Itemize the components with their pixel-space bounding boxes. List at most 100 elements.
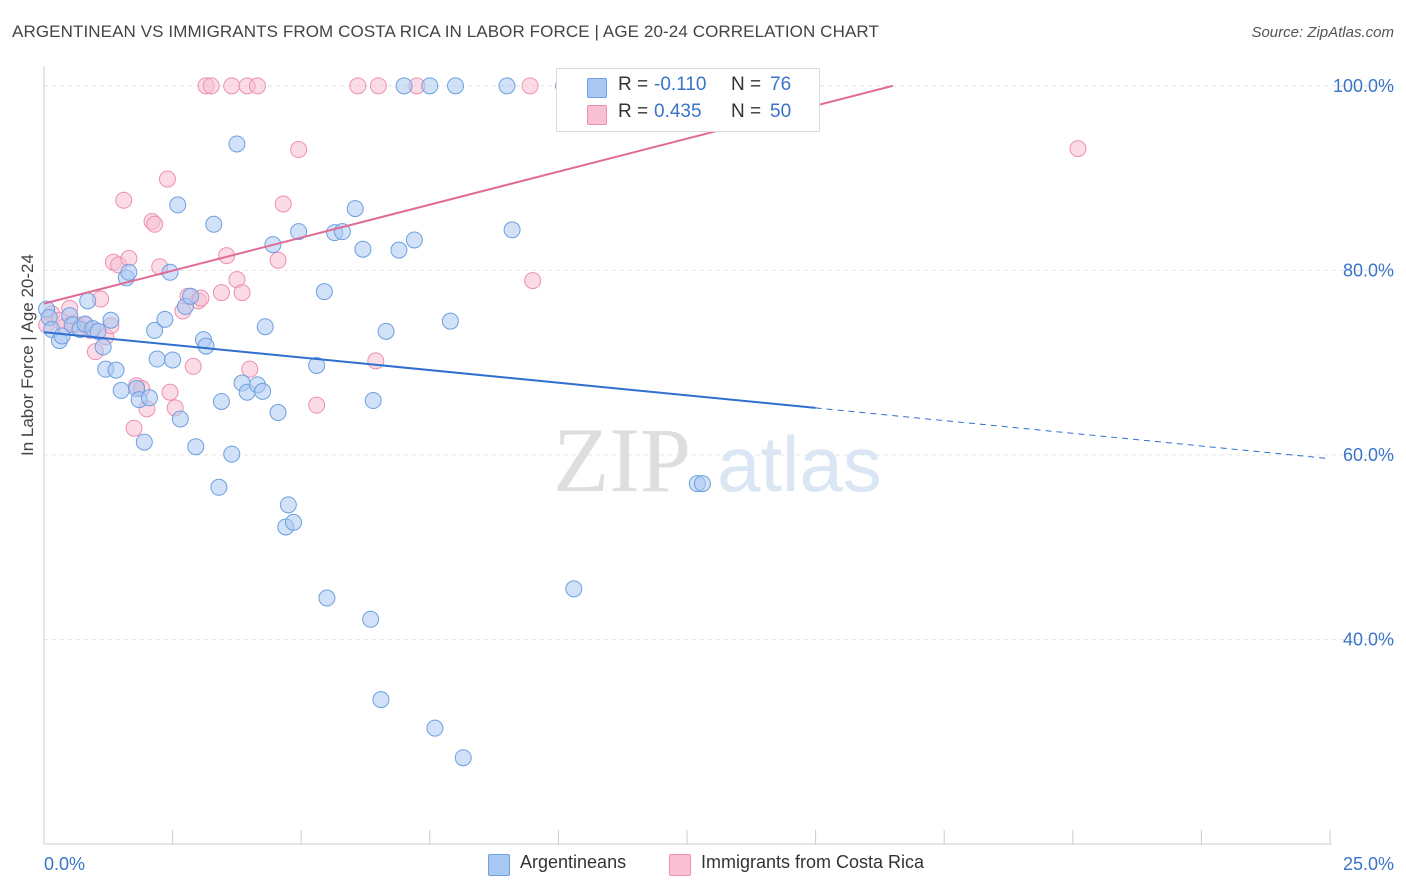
data-point <box>148 350 166 368</box>
data-point <box>318 589 336 607</box>
data-point <box>426 719 444 737</box>
y-tick-label: 100.0% <box>1333 76 1394 96</box>
stats-r-label: R = <box>618 74 649 95</box>
data-point <box>212 392 230 410</box>
data-point <box>187 438 205 456</box>
data-point <box>197 337 215 355</box>
data-point <box>315 283 333 301</box>
y-tick-label: 80.0% <box>1343 260 1394 280</box>
stats-n-value: 76 <box>770 74 792 95</box>
x-tick-label: 0.0% <box>44 854 85 874</box>
stats-r-label: R = <box>618 101 649 122</box>
data-point <box>290 223 308 241</box>
data-point <box>369 77 387 95</box>
watermark-atlas: atlas <box>717 420 882 508</box>
data-point <box>146 215 164 233</box>
data-point <box>169 196 187 214</box>
data-point <box>364 392 382 410</box>
data-point <box>53 327 71 345</box>
stats-n-value: 50 <box>770 101 792 122</box>
data-point <box>1069 140 1087 158</box>
data-point <box>241 360 259 378</box>
data-point <box>233 284 251 302</box>
data-point <box>390 241 408 259</box>
data-point <box>102 311 120 329</box>
data-point <box>349 77 367 95</box>
data-point <box>290 141 308 159</box>
data-point <box>120 263 138 281</box>
stats-r-value: 0.435 <box>654 101 702 122</box>
data-point <box>228 135 246 153</box>
data-point <box>524 272 542 290</box>
data-point <box>156 310 174 328</box>
x-tick-label: 25.0% <box>1343 854 1394 874</box>
data-point <box>94 338 112 356</box>
data-point <box>367 352 385 370</box>
data-point <box>89 322 107 340</box>
data-point <box>441 312 459 330</box>
data-point <box>354 240 372 258</box>
trend-line-argentineans-extension <box>815 407 1331 460</box>
watermark: ZIP atlas <box>553 409 882 511</box>
tick-labels: 40.0% 60.0% 80.0% 100.0% 0.0% 25.0% <box>44 76 1394 874</box>
data-point <box>279 496 297 514</box>
data-point <box>164 351 182 369</box>
data-point <box>107 361 125 379</box>
stats-n-label: N = <box>731 74 762 95</box>
data-point <box>421 77 439 95</box>
data-point <box>223 77 241 95</box>
data-point <box>140 389 158 407</box>
correlation-stats-box: R = -0.110 N = 76 R = 0.435 N = 50 <box>556 68 820 132</box>
data-point <box>521 77 539 95</box>
data-point <box>447 77 465 95</box>
data-point <box>405 231 423 249</box>
y-tick-label: 60.0% <box>1343 445 1394 465</box>
legend-label-argentineans: Argentineans <box>520 852 627 872</box>
y-tick-label: 40.0% <box>1343 630 1394 650</box>
data-point <box>115 191 133 209</box>
data-point <box>212 284 230 302</box>
data-point <box>205 215 223 233</box>
data-point <box>269 404 287 422</box>
data-point <box>210 478 228 496</box>
data-point <box>182 287 200 305</box>
data-point <box>202 77 220 95</box>
legend-label-costa-rica: Immigrants from Costa Rica <box>701 852 925 872</box>
stats-r-value: -0.110 <box>654 74 707 95</box>
data-point <box>158 170 176 188</box>
data-point <box>284 513 302 531</box>
data-point <box>498 77 516 95</box>
data-point <box>223 445 241 463</box>
data-point <box>308 356 326 374</box>
trend-line-argentineans <box>43 331 816 409</box>
data-point <box>395 77 413 95</box>
data-point <box>693 475 711 493</box>
data-point <box>454 749 472 767</box>
source-credit: Source: ZipAtlas.com <box>1251 24 1394 41</box>
data-point <box>146 321 164 339</box>
legend-swatch-argentineans <box>488 854 510 876</box>
data-point <box>362 610 380 628</box>
data-point <box>274 195 292 213</box>
data-point <box>112 381 130 399</box>
data-point <box>346 200 364 218</box>
data-point <box>503 221 521 239</box>
data-point <box>254 382 272 400</box>
chart-title: ARGENTINEAN VS IMMIGRANTS FROM COSTA RIC… <box>12 22 879 41</box>
stats-swatch-argentineans <box>587 78 607 98</box>
data-point <box>372 691 390 709</box>
legend-swatch-costa-rica <box>669 854 691 876</box>
stats-swatch-costa-rica <box>587 105 607 125</box>
data-point <box>377 322 395 340</box>
y-axis-label: In Labor Force | Age 20-24 <box>18 254 37 456</box>
stats-n-label: N = <box>731 101 762 122</box>
data-point <box>308 396 326 414</box>
data-point <box>269 251 287 269</box>
watermark-zip: ZIP <box>553 409 691 511</box>
data-point <box>135 433 153 451</box>
data-point <box>248 77 266 95</box>
data-point <box>125 419 143 437</box>
data-point <box>184 357 202 375</box>
series-argentineans-points <box>38 77 711 767</box>
